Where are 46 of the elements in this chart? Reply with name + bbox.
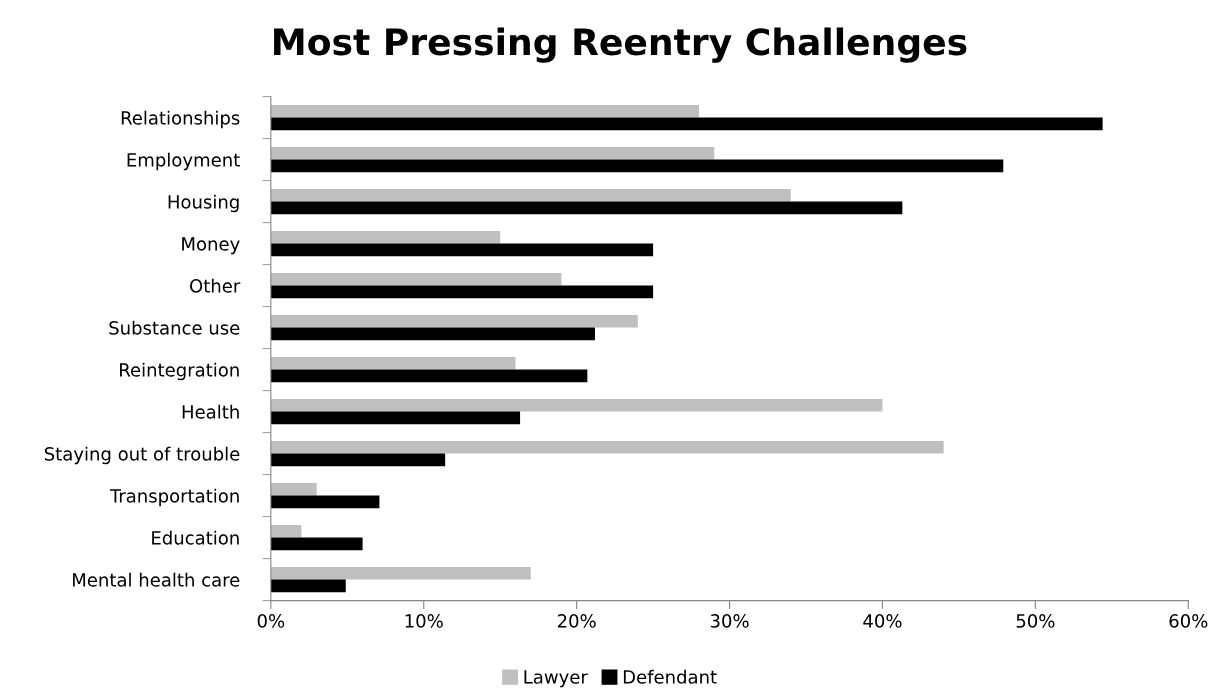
legend-label: Lawyer (524, 670, 588, 688)
bar (270, 273, 562, 286)
y-tick-label: Housing (168, 194, 239, 213)
y-tick-label: Staying out of trouble (44, 446, 240, 465)
y-tick-label: Reintegration (120, 362, 239, 381)
y-tick-label: Education (152, 530, 239, 545)
bar (270, 159, 1004, 173)
bar (270, 147, 715, 160)
x-tick-label: 40% (863, 614, 902, 628)
x-tick-label: 50% (1016, 614, 1055, 628)
bar (270, 567, 531, 580)
y-tick-label: Mental health care (73, 572, 240, 587)
legend-label: Defendant (623, 669, 717, 684)
bar (270, 399, 883, 412)
bar (270, 411, 521, 425)
x-tick-label: 60% (1169, 614, 1208, 628)
bar (270, 579, 346, 593)
y-tick-label: Other (190, 278, 241, 293)
bar (270, 495, 380, 509)
y-tick-label: Employment (127, 152, 240, 171)
bar (270, 369, 588, 383)
x-tick-label: 30% (710, 614, 749, 628)
y-tick-label: Money (182, 237, 240, 255)
bar (270, 525, 302, 538)
bar (270, 243, 654, 257)
bar (270, 201, 903, 215)
bar (270, 105, 699, 118)
bar (270, 453, 446, 467)
y-tick-label: Transportation (109, 488, 239, 507)
y-tick-label: Relationships (121, 110, 240, 129)
bar (270, 315, 638, 328)
bar (270, 285, 654, 299)
chart-title: Most Pressing Reentry Challenges (274, 27, 967, 63)
bar (270, 117, 1103, 131)
x-tick-label: 10% (405, 614, 443, 628)
y-tick-label: Substance use (109, 320, 240, 335)
bar (270, 231, 501, 244)
x-tick-label: 20% (557, 614, 596, 628)
x-tick-label: 0% (257, 614, 285, 628)
bar (270, 327, 595, 341)
y-tick-label: Health (182, 404, 239, 419)
bar (270, 483, 317, 496)
bar (270, 441, 944, 454)
bar (270, 357, 516, 370)
bar (270, 189, 791, 202)
bar (270, 537, 363, 551)
